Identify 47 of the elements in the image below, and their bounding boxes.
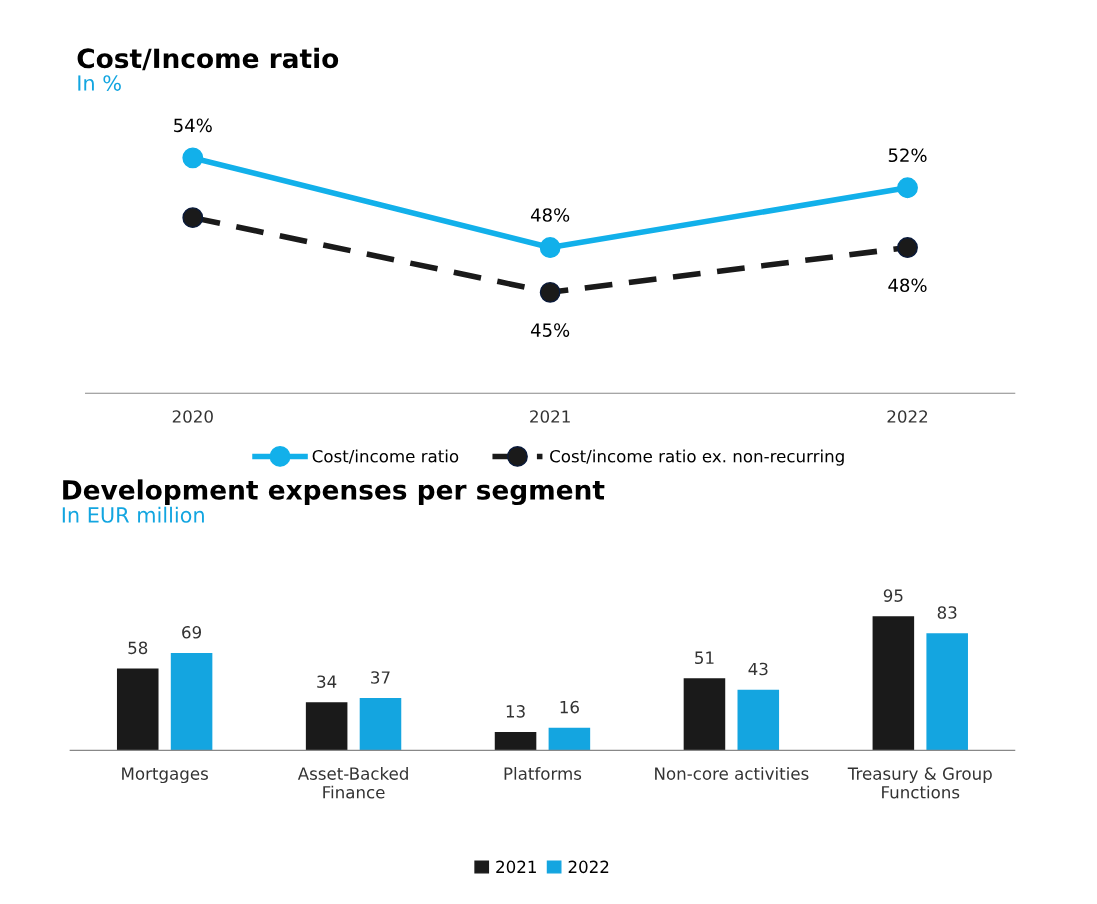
- point: [182, 207, 204, 229]
- data-label: 69: [182, 626, 202, 639]
- point: [897, 237, 918, 258]
- x-tick-label: 2020: [172, 410, 213, 423]
- data-label: 34: [317, 675, 337, 688]
- data-label: 37: [371, 671, 390, 684]
- data-label: 13: [506, 705, 525, 718]
- x-tick-label: 2022: [887, 410, 928, 423]
- data-label: 95: [883, 589, 903, 602]
- chart-subtitle: In %: [78, 75, 121, 91]
- x-tick-label: Mortgages: [122, 767, 208, 784]
- data-label: 51: [695, 651, 714, 665]
- data-label: 16: [560, 700, 579, 714]
- bar: [116, 668, 159, 751]
- data-label: 48%: [530, 208, 570, 222]
- legend-label: 2022: [568, 860, 609, 874]
- bar: [926, 633, 968, 751]
- data-label: 45%: [530, 323, 570, 337]
- data-label: 48%: [888, 278, 927, 293]
- data-label: 52%: [888, 148, 927, 163]
- point: [539, 281, 561, 303]
- chart-subtitle: In EUR million: [62, 506, 204, 523]
- data-label: 54%: [174, 118, 212, 133]
- bar: [548, 727, 591, 751]
- data-label: 58: [128, 641, 148, 655]
- x-tick-label: 2021: [530, 410, 570, 423]
- x-tick-label: Platforms: [504, 766, 582, 780]
- point: [897, 177, 918, 199]
- legend-label: Cost/income ratio ex. non-recurring: [550, 449, 844, 466]
- bar: [494, 731, 537, 751]
- x-tick-label: Asset-Backed Finance: [297, 766, 408, 799]
- bar: [170, 652, 213, 751]
- bar: [737, 689, 780, 751]
- bar: [305, 702, 348, 751]
- chart-title: Cost/Income ratio: [77, 47, 339, 71]
- x-tick-label: Non-core activities: [655, 766, 809, 780]
- point: [539, 237, 561, 258]
- data-label: 83: [937, 606, 957, 619]
- legend-label: Cost/income ratio: [312, 449, 459, 464]
- point: [182, 147, 204, 169]
- bar: [683, 678, 726, 751]
- chart-title: Development expenses per segment: [63, 479, 605, 506]
- bar: [359, 698, 402, 751]
- bar: [872, 616, 915, 751]
- legend-label: 2021: [496, 860, 536, 874]
- data-label: 43: [748, 662, 768, 676]
- x-tick-label: Treasury & Group Functions: [847, 767, 992, 799]
